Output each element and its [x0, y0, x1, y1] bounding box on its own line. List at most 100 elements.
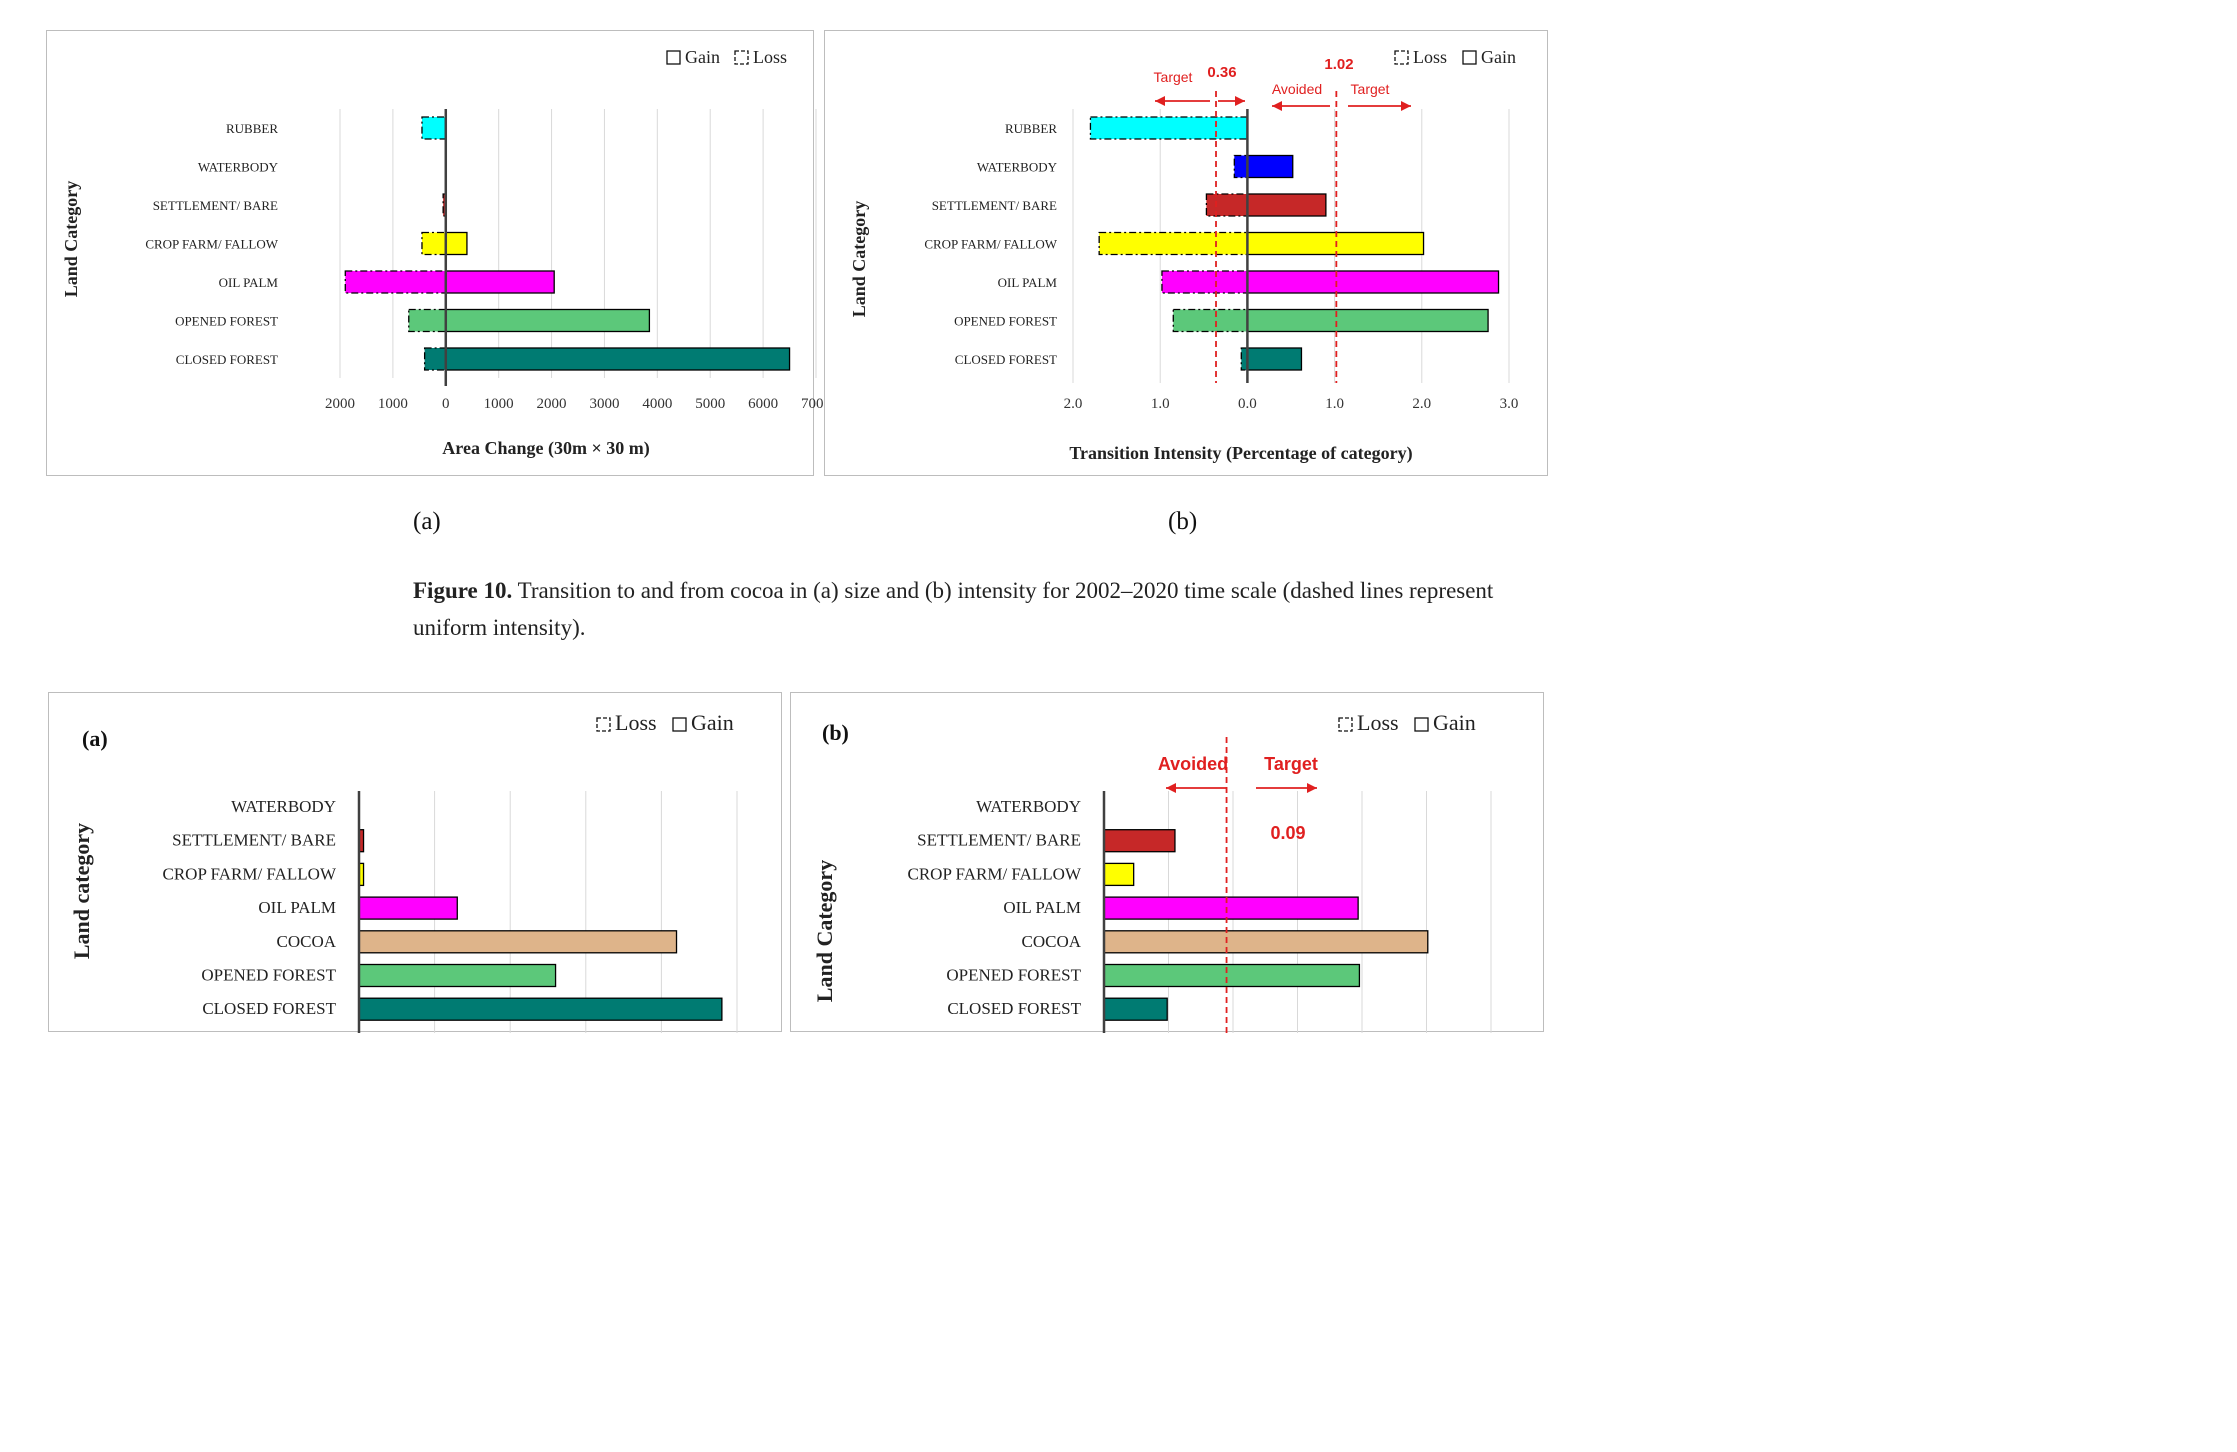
intensity-chart-2: WATERBODY SETTLEMENT/ BARE CROP FARM/ FALL… — [812, 710, 1492, 1033]
legend-swatch-loss — [1394, 50, 1409, 65]
x-tick-label: 2000 — [325, 396, 355, 412]
category-label: COCOA — [276, 932, 336, 951]
x-tick-label: 1000 — [484, 396, 514, 412]
x-tick-label: 3000 — [589, 396, 619, 412]
gain-bar-cocoa — [358, 930, 678, 954]
gain-bar-oil-palm — [358, 896, 458, 920]
legend-label-gain: Gain — [685, 47, 720, 67]
category-label: OPENED FOREST — [946, 966, 1081, 985]
x-tick-label: 1.0 — [1325, 396, 1344, 412]
annotation-arrow-head — [1235, 96, 1245, 106]
legend-label-gain: Gain — [1433, 710, 1476, 735]
category-label: CLOSED FOREST — [955, 352, 1057, 367]
uniform-intensity-value: 0.09 — [1270, 823, 1305, 843]
size-chart: RUBBER WATERBODY SETTLEMENT/ BARE CROP FARM… — [61, 47, 831, 459]
x-tick-label: 7000 — [801, 396, 831, 412]
gain-bar-cocoa — [1103, 930, 1429, 954]
category-label: OIL PALM — [998, 275, 1058, 290]
y-axis-label: Land category — [69, 823, 94, 959]
uniform-intensity-value: 0.36 — [1207, 64, 1236, 81]
annotation-target: Target — [1154, 69, 1193, 85]
gain-bar-crop-farm-fallow — [445, 231, 468, 256]
chart-panel-d: WATERBODY SETTLEMENT/ BARE CROP FARM/ FALL… — [790, 692, 1544, 1033]
gain-bar-oil-palm — [1103, 896, 1359, 920]
gain-bar-oil-palm — [1246, 270, 1500, 294]
category-label: SETTLEMENT/ BARE — [172, 831, 336, 850]
x-tick-label: 2.0 — [1064, 396, 1083, 412]
subfigure-label-a: (a) — [413, 508, 441, 535]
subfigure-label-b: (b) — [1168, 508, 1198, 535]
legend-label-gain: Gain — [691, 710, 734, 735]
category-label: CROP FARM/ FALLOW — [908, 864, 1082, 883]
x-tick-label: 1.0 — [1151, 396, 1170, 412]
legend-swatch-gain — [1462, 50, 1477, 65]
chart-panel-a: RUBBER WATERBODY SETTLEMENT/ BARE CROP FARM… — [46, 30, 831, 476]
loss-bar-closed-forest — [423, 347, 447, 371]
category-label: SETTLEMENT/ BARE — [932, 198, 1057, 213]
gain-bar-settlement-bare — [1103, 829, 1176, 853]
category-label: RUBBER — [226, 121, 278, 136]
panel-title: (b) — [822, 720, 849, 745]
x-tick-label: 0.0 — [1238, 396, 1257, 412]
gain-bar-opened-forest — [358, 963, 557, 988]
gain-bar-closed-forest — [1246, 347, 1303, 371]
y-axis-label: Land Category — [812, 860, 837, 1002]
gain-bar-opened-forest — [1103, 963, 1361, 988]
category-label: SETTLEMENT/ BARE — [153, 198, 278, 213]
annotation-target: Target — [1264, 754, 1318, 774]
category-label: OIL PALM — [258, 898, 336, 917]
annotation-arrow-head — [1166, 783, 1176, 793]
x-tick-label: 3.0 — [1500, 396, 1519, 412]
annotation-arrow-head — [1272, 101, 1282, 111]
legend-label-loss: Loss — [1357, 710, 1399, 735]
figure-caption: Figure 10. Transition to and from cocoa … — [413, 572, 1563, 646]
x-tick-label: 0 — [442, 396, 450, 412]
loss-bar-crop-farm-fallow — [1098, 231, 1249, 256]
category-label: COCOA — [1021, 932, 1081, 951]
loss-bar-oil-palm — [344, 270, 447, 294]
y-axis-label: Land Category — [849, 201, 869, 318]
category-label: RUBBER — [1005, 121, 1057, 136]
category-label: OPENED FOREST — [201, 966, 336, 985]
legend-swatch-gain — [1414, 717, 1429, 732]
category-label: CLOSED FOREST — [202, 999, 336, 1018]
gain-bar-waterbody — [1246, 154, 1294, 179]
annotation-arrow-head — [1307, 783, 1317, 793]
legend-swatch-gain — [672, 717, 687, 732]
category-label: CLOSED FOREST — [947, 999, 1081, 1018]
x-tick-label: 5000 — [695, 396, 725, 412]
uniform-intensity-value: 1.02 — [1324, 56, 1353, 73]
category-label: OPENED FOREST — [954, 314, 1057, 329]
category-label: WATERBODY — [976, 797, 1081, 816]
loss-bar-crop-farm-fallow — [421, 231, 447, 256]
legend-label-loss: Loss — [615, 710, 657, 735]
category-label: SETTLEMENT/ BARE — [917, 831, 1081, 850]
size-chart-2: WATERBODY SETTLEMENT/ BARE CROP FARM/ FALL… — [69, 710, 738, 1033]
loss-bar-rubber — [421, 116, 447, 140]
y-axis-label: Land Category — [61, 181, 81, 298]
category-label: CROP FARM/ FALLOW — [145, 237, 278, 252]
category-label: OIL PALM — [1003, 898, 1081, 917]
figure-caption-text: Transition to and from cocoa in (a) size… — [413, 578, 1494, 640]
loss-bar-settlement-bare — [442, 193, 447, 217]
category-label: WATERBODY — [231, 797, 336, 816]
x-tick-label: 2000 — [537, 396, 567, 412]
chart-panel-c: WATERBODY SETTLEMENT/ BARE CROP FARM/ FALL… — [48, 692, 782, 1033]
annotation-avoided: Avoided — [1158, 754, 1228, 774]
legend-label-loss: Loss — [1413, 47, 1447, 67]
panel-title: (a) — [82, 726, 108, 751]
gain-bar-crop-farm-fallow — [1103, 862, 1135, 887]
annotation-arrow-head — [1401, 101, 1411, 111]
gain-bar-closed-forest — [1103, 997, 1168, 1021]
loss-bar-oil-palm — [1161, 270, 1249, 294]
x-tick-label: 4000 — [642, 396, 672, 412]
category-label: OPENED FOREST — [175, 314, 278, 329]
x-tick-label: 1000 — [378, 396, 408, 412]
x-tick-label: 2.0 — [1412, 396, 1431, 412]
loss-bar-waterbody — [1233, 154, 1249, 179]
legend-swatch-loss — [1338, 717, 1353, 732]
x-tick-label: 6000 — [748, 396, 778, 412]
loss-bar-settlement-bare — [1205, 193, 1249, 217]
category-label: WATERBODY — [977, 160, 1058, 175]
x-axis-label: Area Change (30m × 30 m) — [442, 438, 649, 459]
